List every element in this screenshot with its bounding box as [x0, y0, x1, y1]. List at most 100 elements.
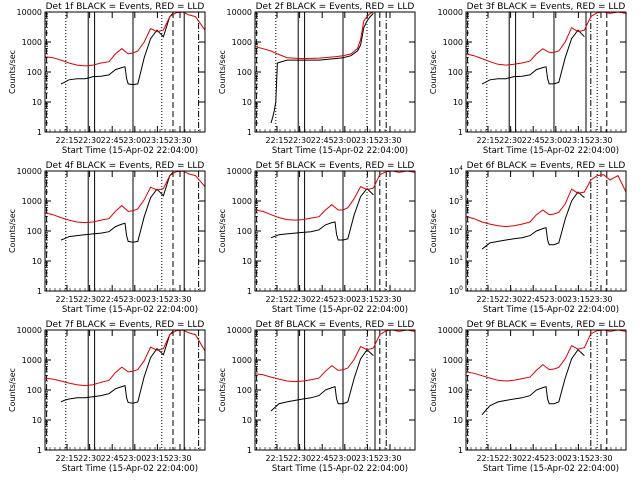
x-tick-label: 23:15 — [356, 295, 379, 304]
series-lld — [45, 171, 205, 224]
y-tick-label: 1 — [458, 446, 463, 455]
y-axis-label: Counts/sec — [429, 209, 438, 253]
y-tick-label: 103 — [449, 195, 463, 206]
series-lld — [466, 330, 626, 382]
marker-lines — [46, 12, 200, 132]
series-events — [60, 172, 174, 243]
y-axis-label: Counts/sec — [8, 50, 17, 94]
panel-frame — [44, 170, 206, 292]
y-axis-label: Counts/sec — [429, 50, 438, 94]
marker-lines — [467, 171, 608, 291]
x-tick-label: 23:15 — [146, 295, 169, 304]
x-tick-label: 22:30 — [288, 136, 311, 145]
series-events — [60, 13, 174, 86]
x-tick-label: 23:00 — [544, 295, 567, 304]
x-tick-label: 23:00 — [544, 136, 567, 145]
y-tick-label: 10 — [32, 98, 42, 107]
y-tick-label: 102 — [449, 225, 463, 236]
x-tick-label: 22:15 — [265, 295, 288, 304]
panel-det-9: Det 9f BLACK = Events, RED = LLD 1 10 100 10… — [429, 320, 627, 474]
series-lld — [466, 174, 626, 228]
panel-det-2: Det 2f BLACK = Events, RED = LLD 1 10 100 10… — [218, 2, 416, 156]
x-tick-label: 23:30 — [168, 295, 191, 304]
y-tick-label: 101 — [449, 255, 463, 266]
x-tick-label: 22:30 — [499, 454, 522, 463]
x-tick-label: 22:15 — [476, 136, 499, 145]
series-group — [466, 174, 626, 250]
series-events — [481, 348, 585, 416]
panel-frame — [254, 11, 416, 133]
y-tick-label: 1000 — [22, 38, 42, 47]
series-lld — [255, 171, 415, 221]
marker-lines — [467, 330, 608, 450]
y-tick-label: 1000 — [232, 356, 252, 365]
panel-frame — [254, 170, 416, 292]
series-group — [45, 171, 205, 243]
x-axis-label: Start Time (15-Apr-02 22:04:00) — [272, 305, 408, 315]
y-tick-label: 10000 — [438, 8, 463, 17]
x-tick-label: 23:15 — [356, 136, 379, 145]
panel-frame — [465, 170, 627, 292]
x-axis-label: Start Time (15-Apr-02 22:04:00) — [483, 305, 619, 315]
y-axis-label: Counts/sec — [8, 209, 17, 253]
y-axis-label: Counts/sec — [429, 368, 438, 412]
series-lld — [255, 330, 415, 383]
panel-title: Det 3f BLACK = Events, RED = LLD — [467, 2, 626, 12]
y-tick-label: 100 — [449, 285, 463, 296]
y-axis-label: Counts/sec — [8, 368, 17, 412]
series-lld — [45, 330, 205, 387]
y-tick-label: 1 — [247, 128, 252, 137]
panel-det-6: Det 6f BLACK = Events, RED = LLD10010110… — [429, 161, 627, 315]
x-axis-label: Start Time (15-Apr-02 22:04:00) — [272, 146, 408, 156]
x-tick-label: 22:30 — [499, 295, 522, 304]
y-tick-exponent: 4 — [459, 165, 463, 172]
y-tick-label: 1000 — [443, 356, 463, 365]
x-tick-label: 23:15 — [567, 295, 590, 304]
panel-det-7: Det 7f BLACK = Events, RED = LLD 1 10 100 10… — [8, 320, 206, 474]
x-tick-label: 22:30 — [78, 454, 101, 463]
x-tick-label: 22:45 — [101, 454, 124, 463]
y-tick-exponent: 3 — [459, 195, 463, 202]
y-tick-label: 10 — [453, 98, 463, 107]
marker-lines — [46, 330, 200, 450]
x-tick-label: 23:15 — [356, 454, 379, 463]
y-tick-label: 100 — [237, 386, 252, 395]
series-group — [255, 12, 380, 124]
x-tick-label: 23:15 — [146, 454, 169, 463]
panel-det-5: Det 5f BLACK = Events, RED = LLD 1 10 100 10… — [218, 161, 416, 315]
y-axis-label: Counts/sec — [218, 368, 227, 412]
y-tick-label: 100 — [237, 68, 252, 77]
y-tick-label: 1 — [37, 287, 42, 296]
x-axis-label: Start Time (15-Apr-02 22:04:00) — [272, 464, 408, 474]
x-tick-label: 22:45 — [311, 295, 334, 304]
y-tick-label: 100 — [448, 68, 463, 77]
marker-lines — [256, 12, 387, 132]
y-tick-exponent: 2 — [459, 225, 463, 232]
panel-title: Det 8f BLACK = Events, RED = LLD — [256, 320, 415, 330]
y-tick-label: 100 — [27, 386, 42, 395]
y-tick-label: 10 — [453, 416, 463, 425]
x-tick-label: 23:30 — [168, 136, 191, 145]
x-tick-label: 23:30 — [589, 136, 612, 145]
y-tick-label: 10000 — [227, 326, 252, 335]
series-lld — [466, 12, 626, 66]
y-axis-label: Counts/sec — [218, 209, 227, 253]
x-tick-label: 22:45 — [101, 295, 124, 304]
y-tick-label: 1000 — [22, 197, 42, 206]
x-tick-label: 22:30 — [499, 136, 522, 145]
x-axis-label: Start Time (15-Apr-02 22:04:00) — [62, 464, 198, 474]
panel-frame — [465, 11, 627, 133]
x-tick-label: 22:30 — [288, 295, 311, 304]
y-tick-label: 1000 — [232, 197, 252, 206]
x-tick-label: 23:30 — [378, 295, 401, 304]
x-tick-label: 22:45 — [101, 136, 124, 145]
x-tick-label: 22:15 — [476, 454, 499, 463]
x-tick-label: 23:30 — [168, 454, 191, 463]
series-lld — [255, 12, 380, 60]
y-tick-label: 10 — [242, 416, 252, 425]
y-tick-label: 1000 — [443, 38, 463, 47]
panel-det-1: Det 1f BLACK = Events, RED = LLD 1 10 100 10… — [8, 2, 206, 156]
x-tick-label: 23:15 — [567, 136, 590, 145]
x-tick-label: 22:45 — [522, 136, 545, 145]
